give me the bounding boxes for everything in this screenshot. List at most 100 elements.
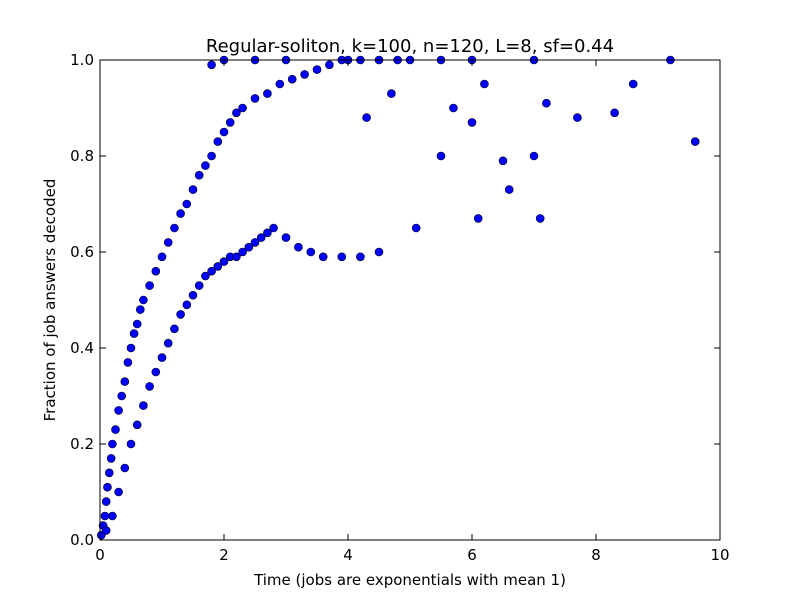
data-point <box>498 156 508 166</box>
data-point <box>188 290 198 300</box>
x-tick-label: 8 <box>591 546 601 564</box>
data-point <box>467 118 477 127</box>
data-point <box>263 89 272 98</box>
x-tick-label: 4 <box>343 546 353 564</box>
data-point <box>535 214 545 223</box>
data-point <box>108 439 117 449</box>
data-point <box>225 118 235 127</box>
data-point <box>473 214 483 223</box>
data-point <box>106 454 116 463</box>
data-point <box>182 199 192 209</box>
data-point <box>504 185 514 194</box>
data-point <box>256 233 266 242</box>
data-point <box>201 161 210 170</box>
data-point <box>103 482 112 492</box>
data-point <box>129 329 139 338</box>
y-tick-label: 0.0 <box>70 531 94 549</box>
data-point <box>126 343 136 353</box>
data-point <box>114 406 123 415</box>
x-tick-label: 2 <box>219 546 229 564</box>
data-point <box>120 377 130 386</box>
data-point <box>201 271 210 281</box>
data-point <box>287 74 297 84</box>
data-point <box>117 391 126 401</box>
data-point <box>219 127 229 137</box>
data-point <box>374 247 384 257</box>
data-point <box>542 98 551 108</box>
data-point <box>176 209 185 218</box>
x-tick-label: 10 <box>710 546 729 564</box>
data-point <box>194 170 204 180</box>
data-point <box>232 108 241 118</box>
data-point <box>480 79 489 89</box>
data-point <box>312 65 322 74</box>
data-point <box>151 266 161 276</box>
data-point <box>163 338 173 348</box>
data-point <box>436 151 446 161</box>
x-axis-label: Time (jobs are exponentials with mean 1) <box>253 571 566 589</box>
data-point <box>139 295 148 305</box>
data-point <box>529 151 539 161</box>
y-axis-label: Fraction of job answers decoded <box>41 179 59 422</box>
data-point <box>111 425 120 434</box>
data-point <box>250 238 260 247</box>
data-point <box>213 137 223 146</box>
y-tick-label: 0.8 <box>70 147 94 165</box>
data-point <box>250 94 260 103</box>
data-point <box>300 70 309 79</box>
data-point <box>294 242 303 252</box>
data-point <box>105 468 114 478</box>
data-point <box>176 310 185 319</box>
x-tick-label: 0 <box>95 546 105 564</box>
data-point <box>263 228 272 238</box>
data-point <box>356 252 365 262</box>
plot-frame <box>99 59 721 541</box>
data-point <box>269 223 278 233</box>
data-point <box>132 319 142 329</box>
data-point <box>108 511 117 521</box>
data-point <box>114 487 123 497</box>
data-point <box>188 185 198 194</box>
data-point <box>157 252 167 262</box>
y-tick-label: 0.6 <box>70 243 94 261</box>
data-point <box>219 257 229 266</box>
data-point <box>411 223 421 233</box>
data-point <box>100 511 110 521</box>
data-point <box>387 89 396 98</box>
data-point <box>136 305 145 314</box>
y-tick-label: 0.4 <box>70 339 94 357</box>
data-points <box>96 55 700 540</box>
data-point <box>337 252 347 262</box>
data-point <box>244 242 254 252</box>
data-point <box>151 367 161 377</box>
data-point <box>207 60 216 70</box>
data-point <box>120 463 130 473</box>
data-point <box>182 300 192 310</box>
y-tick-label: 1.0 <box>70 51 94 69</box>
data-point <box>362 113 371 122</box>
data-point <box>232 252 241 262</box>
data-point <box>281 233 291 242</box>
data-point <box>318 252 328 262</box>
data-point <box>325 60 334 70</box>
data-point <box>194 281 204 290</box>
x-tick-label: 6 <box>467 546 477 564</box>
data-point <box>207 151 216 161</box>
y-tick-label: 0.2 <box>70 435 94 453</box>
data-point <box>157 353 167 362</box>
chart-title: Regular-soliton, k=100, n=120, L=8, sf=0… <box>206 36 614 57</box>
data-point <box>163 238 173 247</box>
data-point <box>690 137 700 146</box>
data-point <box>126 439 136 449</box>
data-point <box>170 223 179 233</box>
data-point <box>573 113 582 122</box>
data-point <box>101 497 111 506</box>
data-point <box>238 103 247 113</box>
axis-ticks: 0 2 4 6 8 10 0.0 0.2 0.4 0.6 0.8 1.0 <box>70 51 729 564</box>
data-point <box>132 420 142 430</box>
data-point <box>610 108 619 118</box>
data-point <box>213 262 223 271</box>
data-point <box>139 401 148 410</box>
data-point <box>145 382 154 391</box>
